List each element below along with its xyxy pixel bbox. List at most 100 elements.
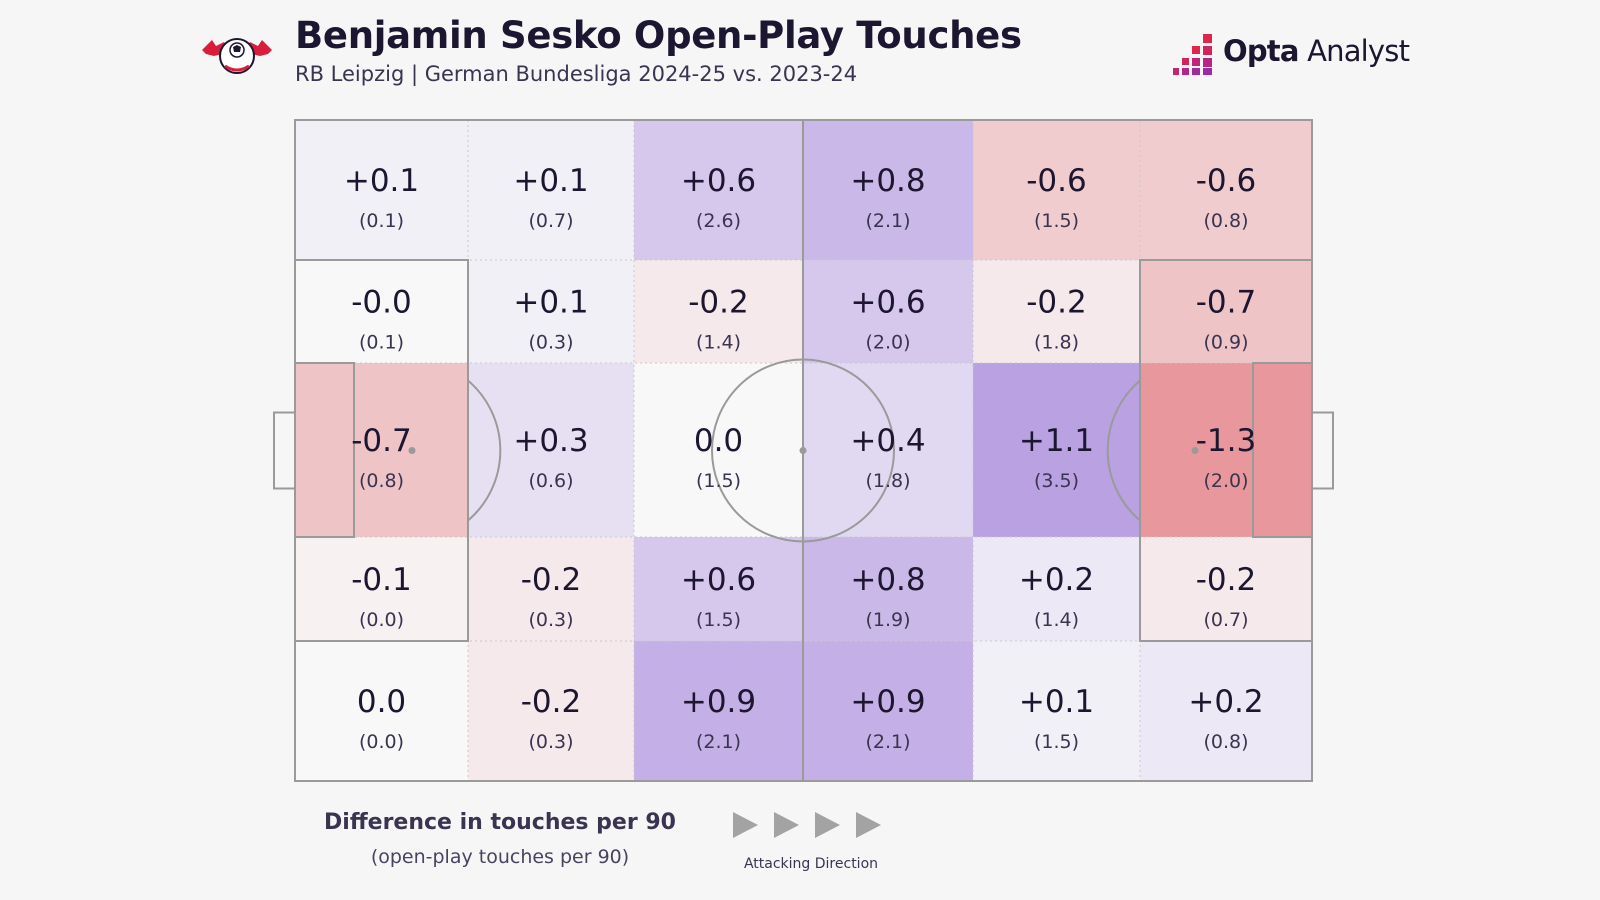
cell-diff-label: -0.2	[1196, 562, 1257, 598]
heatmap-cell-r2-c5	[1140, 363, 1312, 537]
cell-diff-label: +0.6	[681, 163, 756, 199]
play-arrow-icon	[733, 812, 758, 838]
cell-diff-label: +0.4	[850, 423, 925, 459]
cell-per90-label: (1.9)	[865, 609, 910, 631]
heatmap-cell-r1-c0	[295, 260, 468, 363]
attacking-direction-label: Attacking Direction	[743, 856, 879, 872]
left-penalty-spot	[408, 447, 416, 454]
heatmap-cell-r3-c4	[973, 537, 1140, 641]
heatmap-cell-r3-c2	[634, 537, 803, 641]
cell-per90-label: (1.5)	[1034, 731, 1079, 753]
heatmap-cell-r4-c2	[634, 641, 803, 781]
cell-diff-label: -0.2	[688, 285, 749, 321]
play-arrow-icon	[856, 812, 881, 838]
cell-per90-label: (0.3)	[528, 609, 573, 631]
cell-diff-label: -0.7	[351, 423, 412, 459]
cell-diff-label: -0.7	[1196, 285, 1257, 321]
cell-diff-label: -0.0	[351, 285, 412, 321]
heatmap-cell-r1-c3	[803, 260, 973, 363]
cell-per90-label: (3.5)	[1034, 470, 1079, 492]
cell-diff-label: 0.0	[357, 684, 406, 720]
cell-diff-label: +0.6	[850, 285, 925, 321]
cell-diff-label: +0.8	[850, 562, 925, 598]
heatmap-cell-r2-c4	[973, 363, 1140, 537]
cell-diff-label: -0.2	[521, 562, 582, 598]
cell-per90-label: (2.1)	[865, 731, 910, 753]
cell-per90-label: (0.3)	[528, 332, 573, 354]
cell-per90-label: (2.0)	[865, 332, 910, 354]
cell-diff-label: -0.1	[351, 562, 412, 598]
cell-diff-label: +1.1	[1019, 423, 1094, 459]
centre-spot	[799, 447, 807, 454]
cell-diff-label: -0.2	[521, 684, 582, 720]
cell-per90-label: (2.0)	[1203, 470, 1248, 492]
heatmap-cell-r2-c3	[803, 363, 973, 537]
cell-diff-label: -1.3	[1196, 423, 1257, 459]
heatmap-cell-r0-c4	[973, 120, 1140, 260]
heatmap-cell-r1-c5	[1140, 260, 1312, 363]
rb-leipzig-crest-icon	[202, 38, 272, 74]
heatmap-cell-r0-c2	[634, 120, 803, 260]
play-arrow-icon	[815, 812, 840, 838]
heatmap-cell-r3-c5	[1140, 537, 1312, 641]
cell-diff-label: +0.1	[513, 163, 588, 199]
page-title: Benjamin Sesko Open-Play Touches	[295, 14, 1022, 57]
cell-per90-label: (1.4)	[696, 332, 741, 354]
cell-per90-label: (0.1)	[359, 210, 404, 232]
cell-per90-label: (0.8)	[1203, 210, 1248, 232]
heatmap-cell-r2-c1	[468, 363, 634, 537]
heatmap-cell-r4-c3	[803, 641, 973, 781]
play-arrow-icon	[774, 812, 799, 838]
cell-diff-label: +0.3	[513, 423, 588, 459]
cell-per90-label: (0.7)	[528, 210, 573, 232]
heatmap-cell-r4-c1	[468, 641, 634, 781]
cell-per90-label: (0.3)	[528, 731, 573, 753]
heatmap-cell-r1-c2	[634, 260, 803, 363]
heatmap-cell-r3-c1	[468, 537, 634, 641]
cell-per90-label: (0.9)	[1203, 332, 1248, 354]
centre-circle	[711, 358, 895, 543]
cell-per90-label: (0.1)	[359, 332, 404, 354]
cell-per90-label: (1.5)	[696, 470, 741, 492]
heatmap-cell-r1-c4	[973, 260, 1140, 363]
cell-diff-label: +0.9	[850, 684, 925, 720]
cell-diff-label: +0.2	[1019, 562, 1094, 598]
heatmap-cell-r3-c3	[803, 537, 973, 641]
right-penalty-arc	[1106, 379, 1141, 522]
cell-per90-label: (0.0)	[359, 609, 404, 631]
cell-per90-label: (2.1)	[865, 210, 910, 232]
cell-per90-label: (1.4)	[1034, 609, 1079, 631]
cell-diff-label: -0.6	[1026, 163, 1087, 199]
cell-diff-label: +0.1	[1019, 684, 1094, 720]
left-goal	[273, 411, 296, 490]
cell-per90-label: (0.6)	[528, 470, 573, 492]
heatmap-cell-r0-c0	[295, 120, 468, 260]
opta-analyst-logo: Opta Analyst	[1173, 30, 1413, 78]
cell-diff-label: -0.2	[1026, 285, 1087, 321]
heatmap-cell-r0-c5	[1140, 120, 1312, 260]
opta-bars-icon	[1173, 34, 1212, 75]
left-penalty-arc	[467, 379, 502, 522]
heatmap-cell-r3-c0	[295, 537, 468, 641]
cell-per90-label: (1.5)	[696, 609, 741, 631]
cell-per90-label: (2.6)	[696, 210, 741, 232]
cell-per90-label: (2.1)	[696, 731, 741, 753]
heatmap-cell-r2-c0	[295, 363, 468, 537]
cell-per90-label: (1.5)	[1034, 210, 1079, 232]
heatmap-cell-r0-c3	[803, 120, 973, 260]
cell-per90-label: (0.0)	[359, 731, 404, 753]
cell-diff-label: +0.6	[681, 562, 756, 598]
cell-diff-label: -0.6	[1196, 163, 1257, 199]
cell-diff-label: +0.2	[1188, 684, 1263, 720]
legend-title: Difference in touches per 90	[324, 810, 676, 835]
brand-analyst: Analyst	[1298, 34, 1410, 68]
cell-diff-label: +0.8	[850, 163, 925, 199]
heatmap-cell-r4-c5	[1140, 641, 1312, 781]
cell-diff-label: 0.0	[694, 423, 743, 459]
heatmap-cell-r4-c4	[973, 641, 1140, 781]
attacking-direction-arrows	[733, 812, 881, 838]
cell-diff-label: +0.9	[681, 684, 756, 720]
legend-subtitle: (open-play touches per 90)	[370, 846, 630, 868]
cell-diff-label: +0.1	[344, 163, 419, 199]
